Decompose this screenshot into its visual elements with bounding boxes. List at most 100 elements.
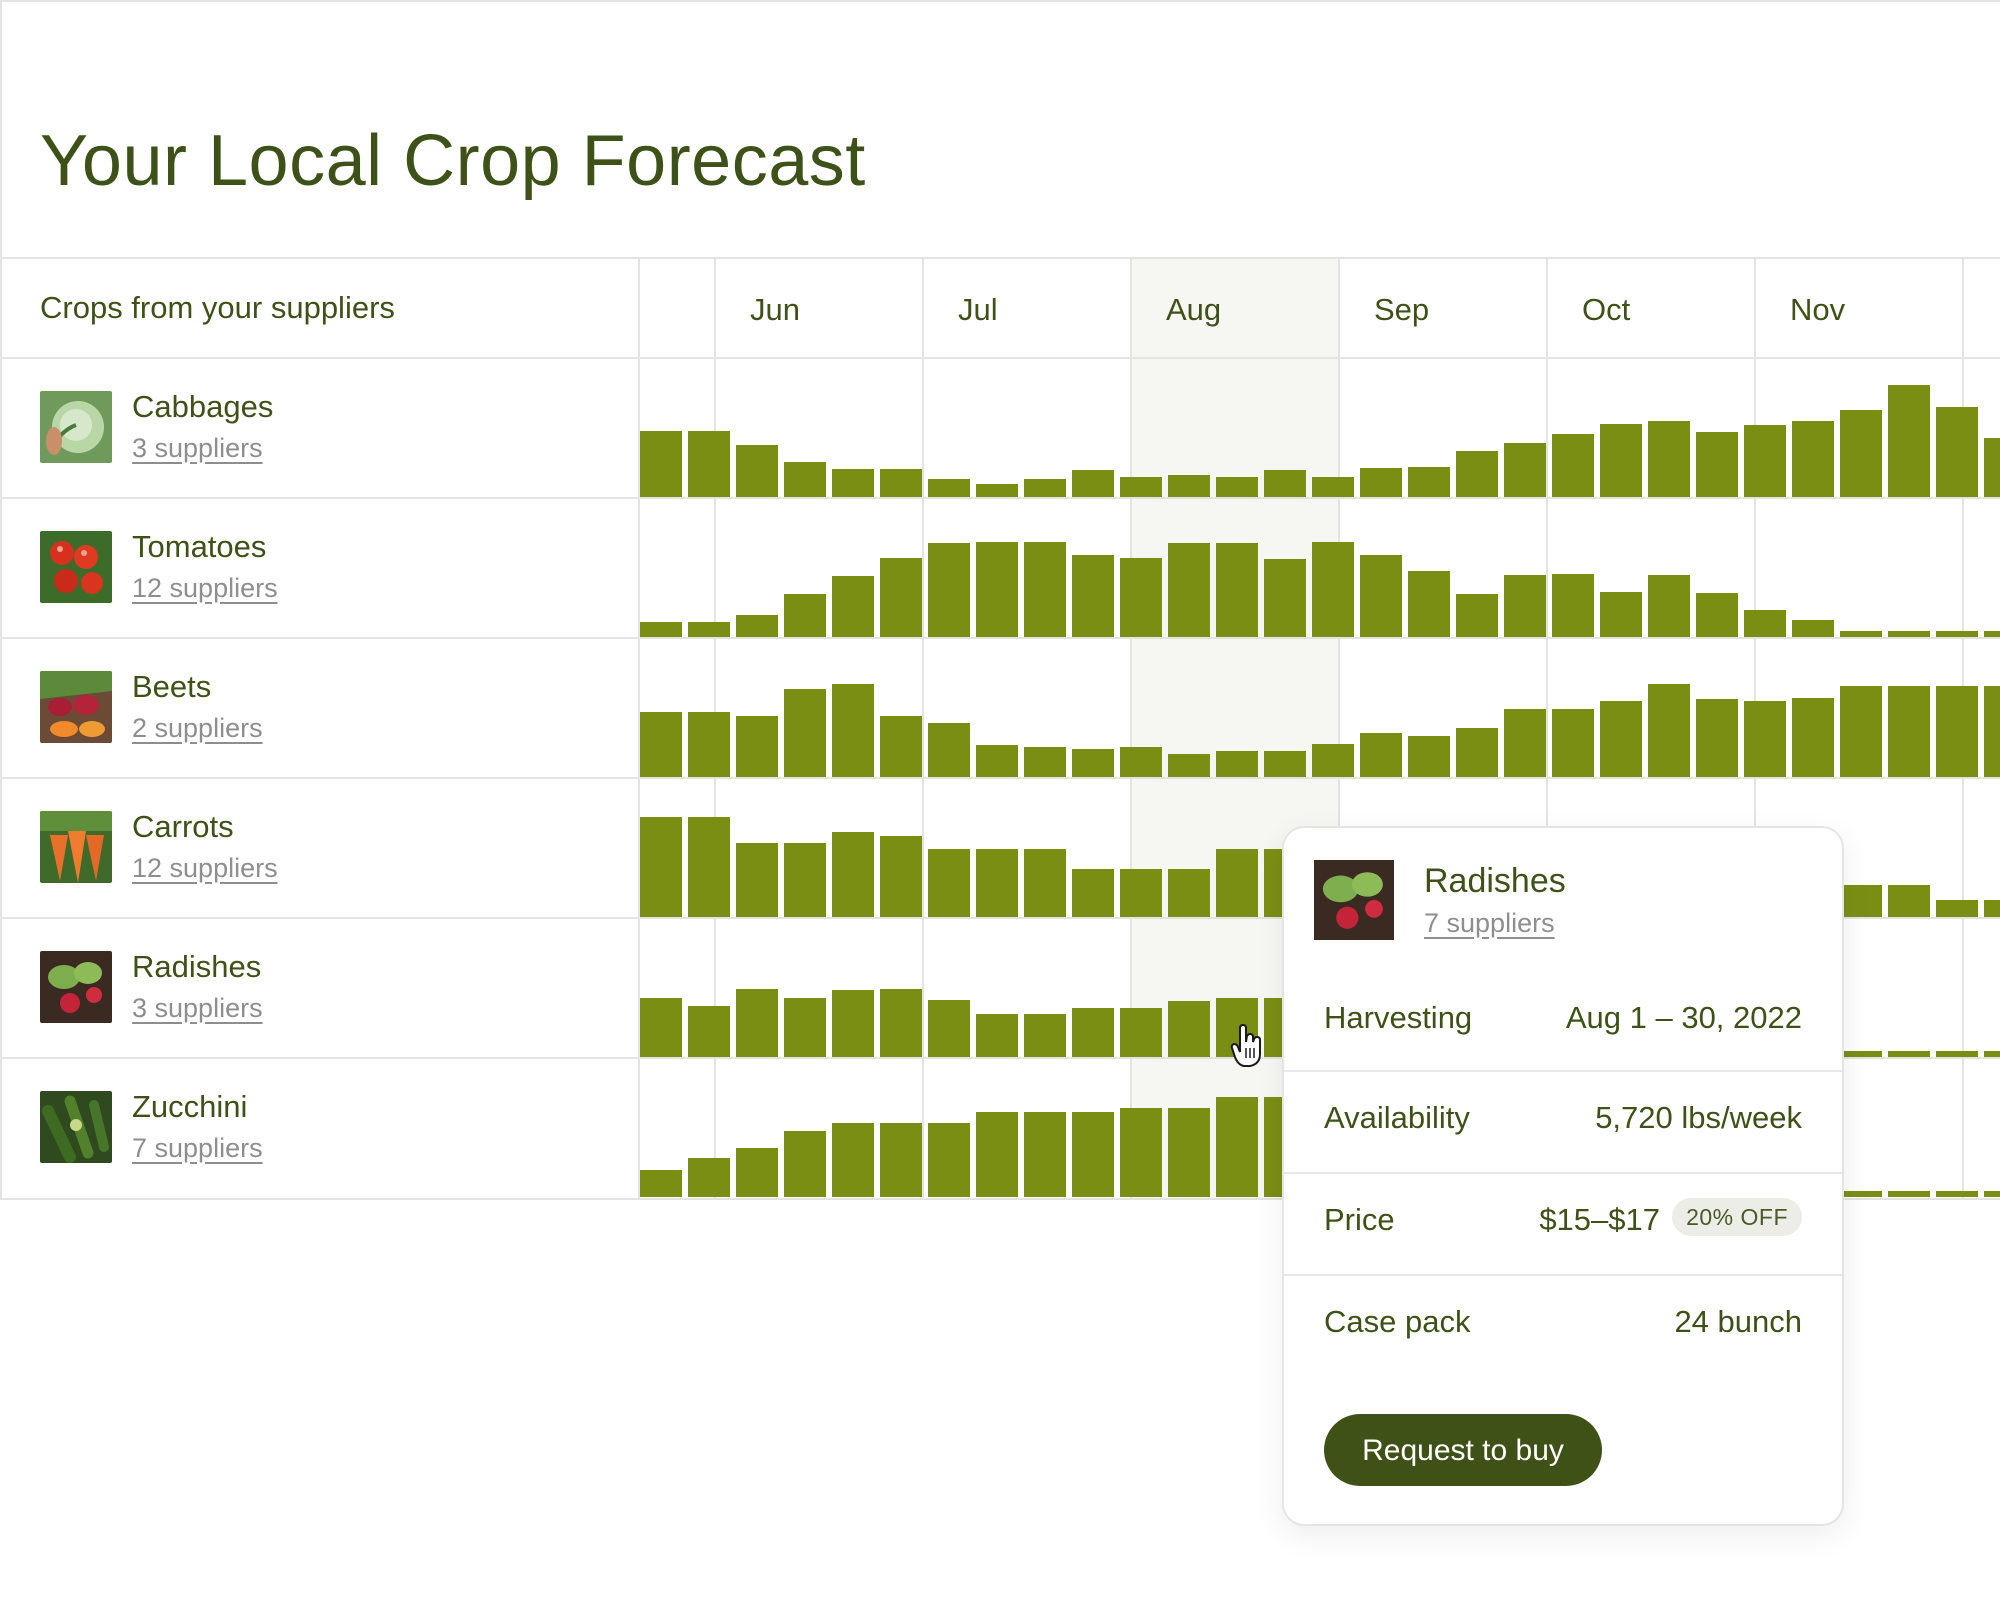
crop-row-carrots[interactable]: Carrots 12 suppliers <box>0 779 638 917</box>
forecast-bar[interactable] <box>640 712 682 777</box>
forecast-bar[interactable] <box>1744 701 1786 777</box>
forecast-bar[interactable] <box>1792 421 1834 497</box>
forecast-bar[interactable] <box>880 557 922 637</box>
forecast-bar[interactable] <box>1888 630 1930 637</box>
forecast-bar[interactable] <box>1024 746 1066 777</box>
forecast-bar[interactable] <box>1168 475 1210 497</box>
forecast-bar[interactable] <box>1168 543 1210 637</box>
forecast-bar[interactable] <box>1840 1190 1882 1197</box>
crop-row-zucchini[interactable]: Zucchini 7 suppliers <box>0 1059 638 1197</box>
forecast-bar[interactable] <box>1744 610 1786 637</box>
forecast-bar[interactable] <box>1552 433 1594 497</box>
forecast-bar[interactable] <box>976 848 1018 917</box>
forecast-bar[interactable] <box>832 576 874 637</box>
forecast-bar[interactable] <box>1168 1000 1210 1057</box>
forecast-bar[interactable] <box>1888 384 1930 497</box>
forecast-bar[interactable] <box>928 999 970 1057</box>
forecast-bar[interactable] <box>832 1122 874 1197</box>
forecast-bar[interactable] <box>1456 450 1498 497</box>
forecast-bar[interactable] <box>928 478 970 497</box>
forecast-bar[interactable] <box>1360 733 1402 777</box>
forecast-bar[interactable] <box>1888 885 1930 917</box>
forecast-bar[interactable] <box>1792 697 1834 777</box>
forecast-bar[interactable] <box>1264 558 1306 637</box>
forecast-bar[interactable] <box>1312 744 1354 777</box>
forecast-bar[interactable] <box>1984 899 2000 917</box>
forecast-bar[interactable] <box>1024 1014 1066 1057</box>
request-to-buy-button[interactable]: Request to buy <box>1324 1414 1602 1486</box>
forecast-bar[interactable] <box>1168 869 1210 917</box>
forecast-bar[interactable] <box>784 998 826 1057</box>
forecast-bar[interactable] <box>1120 557 1162 637</box>
forecast-bar[interactable] <box>976 541 1018 637</box>
forecast-bar[interactable] <box>1552 573 1594 637</box>
forecast-bar[interactable] <box>880 1122 922 1197</box>
forecast-bar[interactable] <box>784 594 826 637</box>
forecast-bar[interactable] <box>1840 685 1882 777</box>
forecast-bar[interactable] <box>688 431 730 497</box>
forecast-bar[interactable] <box>976 745 1018 777</box>
suppliers-link[interactable]: 7 suppliers <box>132 1133 263 1163</box>
forecast-bar[interactable] <box>1840 630 1882 637</box>
suppliers-link[interactable]: 2 suppliers <box>132 713 263 743</box>
forecast-bar[interactable] <box>1696 432 1738 497</box>
forecast-bar[interactable] <box>1936 685 1978 777</box>
forecast-bar[interactable] <box>832 684 874 777</box>
suppliers-link[interactable]: 12 suppliers <box>132 573 278 603</box>
forecast-bar[interactable] <box>1072 470 1114 497</box>
forecast-bar[interactable] <box>1984 1050 2000 1057</box>
forecast-bar[interactable] <box>784 689 826 777</box>
forecast-bar[interactable] <box>688 622 730 637</box>
forecast-bar[interactable] <box>1648 421 1690 497</box>
suppliers-link[interactable]: 12 suppliers <box>132 853 278 883</box>
forecast-bar[interactable] <box>1072 1111 1114 1197</box>
forecast-bar[interactable] <box>832 831 874 917</box>
forecast-bar[interactable] <box>1360 467 1402 497</box>
forecast-bar[interactable] <box>1984 438 2000 497</box>
forecast-bar[interactable] <box>1456 728 1498 777</box>
forecast-bar[interactable] <box>1984 630 2000 637</box>
crop-row-beets[interactable]: Beets 2 suppliers <box>0 639 638 777</box>
forecast-bar[interactable] <box>1984 685 2000 777</box>
forecast-bar[interactable] <box>640 1170 682 1197</box>
forecast-bar[interactable] <box>928 1122 970 1197</box>
forecast-bar[interactable] <box>1696 698 1738 777</box>
forecast-bar[interactable] <box>1072 555 1114 637</box>
forecast-bar[interactable] <box>1120 746 1162 777</box>
forecast-bar[interactable] <box>1888 685 1930 777</box>
forecast-bar[interactable] <box>1840 1050 1882 1057</box>
forecast-bar[interactable] <box>1984 1190 2000 1197</box>
forecast-bar[interactable] <box>640 998 682 1057</box>
forecast-bar[interactable] <box>1216 1096 1258 1197</box>
forecast-bar[interactable] <box>736 1148 778 1197</box>
forecast-bar[interactable] <box>976 1014 1018 1057</box>
forecast-bar[interactable] <box>736 988 778 1057</box>
forecast-bar[interactable] <box>1024 1111 1066 1197</box>
popover-suppliers-link[interactable]: 7 suppliers <box>1424 908 1555 938</box>
forecast-bar[interactable] <box>688 1157 730 1197</box>
forecast-bar[interactable] <box>1360 555 1402 637</box>
forecast-bar[interactable] <box>928 723 970 777</box>
forecast-bar[interactable] <box>1264 751 1306 777</box>
forecast-bar[interactable] <box>1024 541 1066 637</box>
forecast-bar[interactable] <box>1168 1107 1210 1197</box>
forecast-bar[interactable] <box>1936 630 1978 637</box>
forecast-bar[interactable] <box>1456 594 1498 637</box>
forecast-bar[interactable] <box>1600 701 1642 777</box>
forecast-bar[interactable] <box>1408 735 1450 777</box>
forecast-bar[interactable] <box>1312 477 1354 497</box>
forecast-bar[interactable] <box>1600 423 1642 497</box>
forecast-bar[interactable] <box>928 543 970 637</box>
forecast-bar[interactable] <box>832 989 874 1057</box>
forecast-bar[interactable] <box>1216 477 1258 497</box>
forecast-bar[interactable] <box>1264 470 1306 497</box>
forecast-bar[interactable] <box>1072 869 1114 917</box>
forecast-bar[interactable] <box>880 716 922 777</box>
forecast-bar[interactable] <box>1312 541 1354 637</box>
forecast-bar[interactable] <box>1936 406 1978 497</box>
forecast-bar[interactable] <box>1504 443 1546 497</box>
forecast-bar[interactable] <box>928 848 970 917</box>
forecast-bar[interactable] <box>640 816 682 917</box>
forecast-bar[interactable] <box>1216 543 1258 637</box>
forecast-bar[interactable] <box>976 483 1018 497</box>
